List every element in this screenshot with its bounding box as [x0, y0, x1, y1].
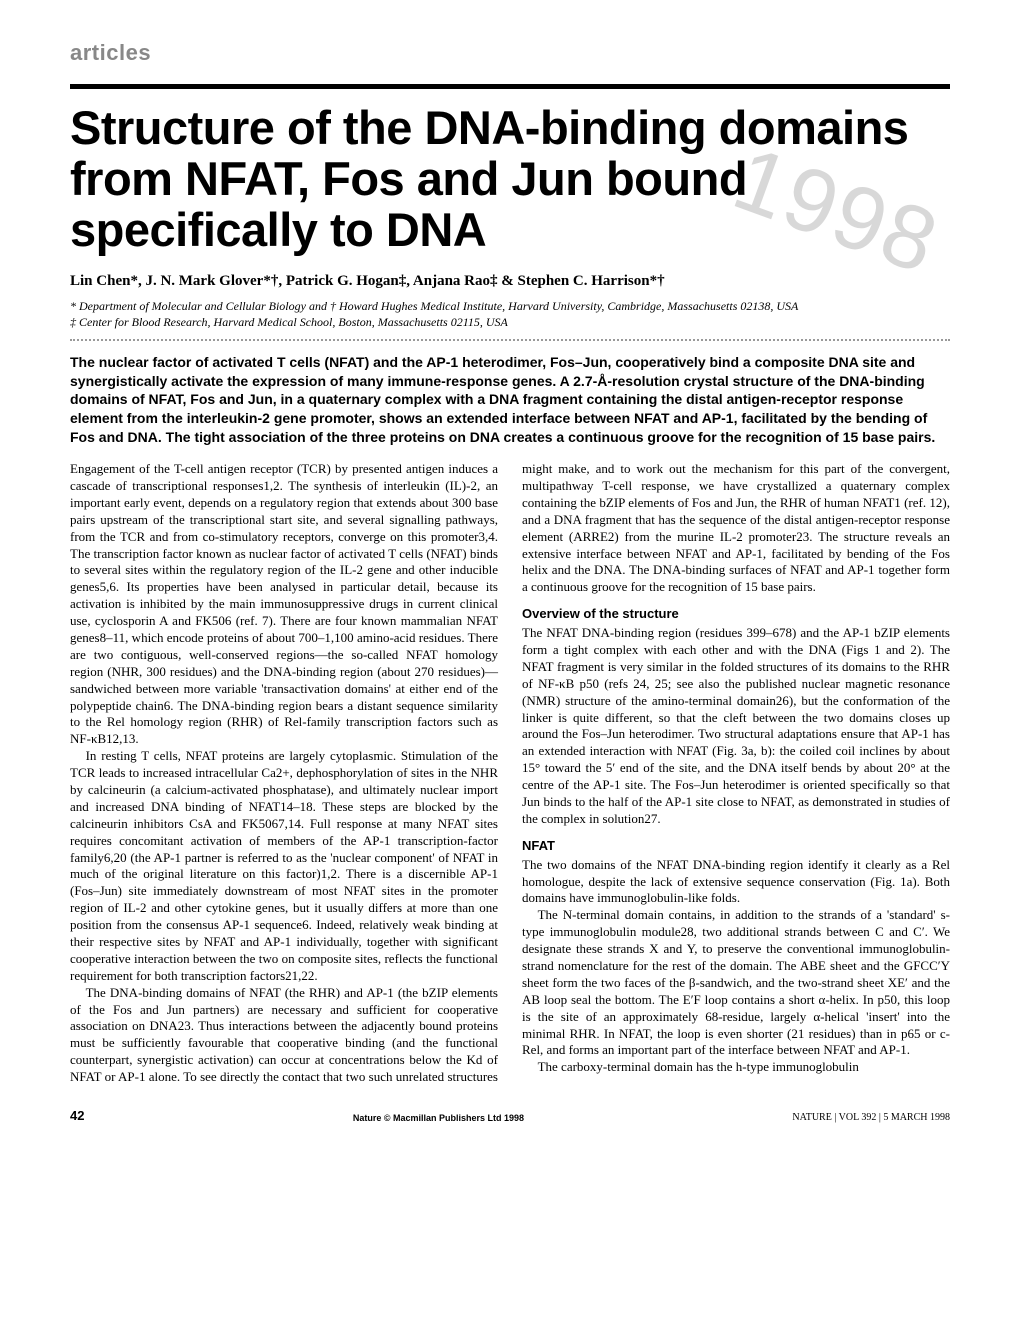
body-paragraph: Engagement of the T-cell antigen recepto… — [70, 461, 498, 748]
page-number: 42 — [70, 1108, 84, 1123]
footer-citation: NATURE | VOL 392 | 5 MARCH 1998 — [792, 1112, 950, 1123]
footer-copyright: Nature © Macmillan Publishers Ltd 1998 — [353, 1113, 524, 1123]
dotted-rule — [70, 339, 950, 341]
abstract: The nuclear factor of activated T cells … — [70, 353, 950, 447]
body-paragraph: The carboxy-terminal domain has the h-ty… — [522, 1059, 950, 1076]
body-paragraph: The two domains of the NFAT DNA-binding … — [522, 857, 950, 908]
page-footer: 42 Nature © Macmillan Publishers Ltd 199… — [70, 1108, 950, 1123]
section-heading-overview: Overview of the structure — [522, 606, 950, 623]
affiliation-2: ‡ Center for Blood Research, Harvard Med… — [70, 314, 950, 330]
article-title: Structure of the DNA-binding domains fro… — [70, 103, 950, 255]
author-line: Lin Chen*, J. N. Mark Glover*†, Patrick … — [70, 273, 950, 290]
body-paragraph: In resting T cells, NFAT proteins are la… — [70, 748, 498, 984]
body-text: Engagement of the T-cell antigen recepto… — [70, 461, 950, 1086]
article-page: 1998 articles Structure of the DNA-bindi… — [0, 0, 1020, 1153]
body-paragraph: The N-terminal domain contains, in addit… — [522, 907, 950, 1059]
rule-thick — [70, 84, 950, 89]
section-heading-nfat: NFAT — [522, 838, 950, 855]
affiliations: * Department of Molecular and Cellular B… — [70, 298, 950, 330]
section-label: articles — [70, 40, 950, 66]
body-paragraph: The NFAT DNA-binding region (residues 39… — [522, 625, 950, 828]
affiliation-1: * Department of Molecular and Cellular B… — [70, 298, 950, 314]
